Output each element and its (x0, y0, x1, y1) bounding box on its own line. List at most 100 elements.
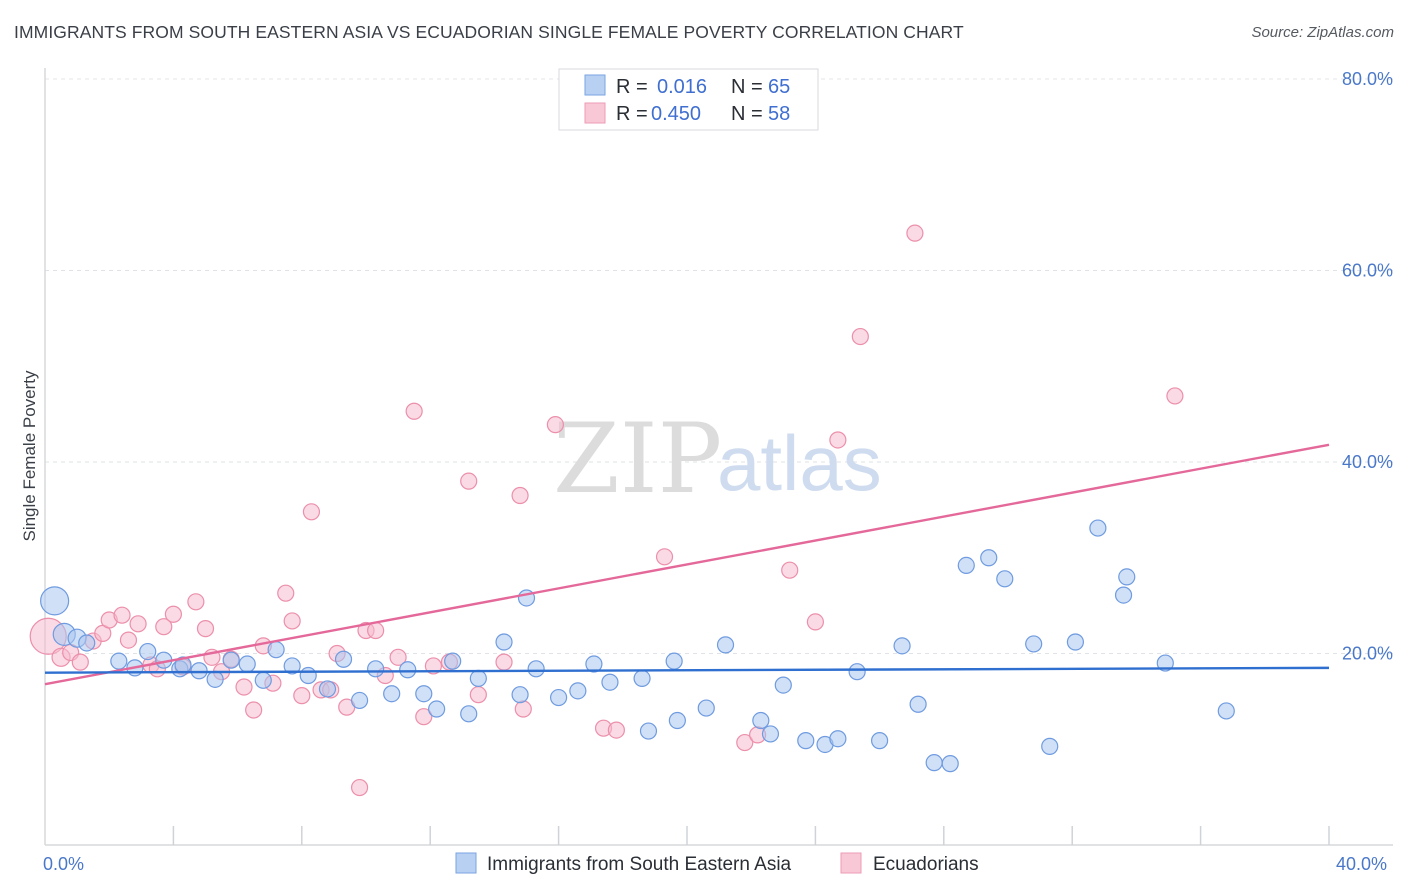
se-asia-point-29 (495, 633, 513, 651)
se-asia-point-62 (1114, 586, 1133, 604)
watermark-atlas: atlas (717, 419, 882, 507)
axes (44, 68, 1393, 846)
watermark: ZIP atlas (553, 403, 882, 515)
se-asia-point-13 (238, 655, 256, 673)
se-asia-point-11 (206, 670, 224, 688)
se-asia-point-57 (996, 570, 1014, 588)
se-asia-point-25 (428, 700, 446, 718)
legend-r-label-blue: R = (616, 76, 648, 98)
se-asia-point-60 (1066, 633, 1085, 651)
ecuadorian-point-12 (155, 618, 173, 636)
ecuadorian-point-53 (829, 431, 847, 449)
y-tick-labels: 20.0% 40.0% 60.0% 80.0% (1342, 69, 1393, 664)
legend-r-label-pink: R = (616, 103, 648, 125)
se-asia-point-65 (1217, 702, 1235, 720)
se-asia-point-36 (601, 673, 619, 691)
se-asia-point-24 (415, 685, 433, 703)
se-asia-point-58 (1025, 635, 1043, 653)
ecuadorian-point-55 (906, 224, 924, 242)
se-asia-point-52 (909, 695, 927, 713)
series-legend: Immigrants from South Eastern Asia Ecuad… (455, 852, 979, 875)
se-asia-point-45 (774, 676, 792, 694)
ecuadorians-trend-line (44, 443, 1330, 686)
se-asia-point-4 (110, 652, 128, 670)
ecuadorian-point-13 (164, 605, 182, 623)
se-asia-trend-line (44, 666, 1330, 674)
x-tick-label-min: 0.0% (43, 854, 84, 874)
se-asia-point-63 (1118, 568, 1136, 586)
se-asia-point-42 (716, 636, 735, 654)
se-asia-point-43 (752, 711, 770, 730)
ecuadorian-point-56 (1166, 387, 1184, 405)
y-axis-label: Single Female Poverty (20, 370, 39, 542)
se-asia-point-46 (797, 732, 815, 750)
se-asia-point-22 (383, 685, 401, 703)
se-asia-point-53 (925, 754, 943, 772)
ecuadorian-point-45 (546, 416, 564, 434)
chart-source: Source: ZipAtlas.com (1251, 24, 1394, 41)
se-asia-point-33 (549, 688, 568, 707)
series-legend-label-blue: Immigrants from South Eastern Asia (487, 854, 792, 875)
se-asia-point-21 (367, 660, 385, 678)
legend-r-value-pink: 0.450 (651, 103, 701, 125)
ecuadorian-point-47 (607, 721, 625, 739)
y-tick-label-40: 40.0% (1342, 452, 1393, 472)
ecuadorian-point-24 (277, 584, 295, 602)
se-asia-point-3 (78, 634, 96, 652)
se-asia-point-17 (299, 666, 317, 685)
ecuadorian-point-31 (350, 778, 369, 797)
correlation-legend: R = 0.016 N = 65 R = 0.450 N = 58 (558, 68, 819, 131)
se-asia-points (40, 519, 1235, 773)
se-asia-point-15 (267, 641, 285, 659)
se-asia-point-19 (334, 650, 353, 668)
series-legend-label-pink: Ecuadorians (873, 854, 979, 875)
chart-title: IMMIGRANTS FROM SOUTH EASTERN ASIA VS EC… (14, 22, 964, 42)
se-asia-point-61 (1089, 519, 1107, 537)
se-asia-point-40 (668, 711, 686, 730)
ecuadorian-point-35 (389, 648, 407, 666)
se-asia-point-10 (190, 662, 208, 680)
legend-swatch-blue (584, 74, 606, 96)
ecuadorian-point-49 (736, 733, 754, 752)
se-asia-point-54 (941, 755, 959, 773)
se-asia-point-59 (1041, 737, 1059, 755)
se-asia-point-16 (283, 657, 301, 675)
ecuadorian-point-7 (113, 606, 131, 624)
se-asia-point-18 (318, 680, 337, 698)
se-asia-point-50 (870, 732, 889, 750)
se-asia-point-41 (697, 699, 715, 717)
legend-r-value-blue: 0.016 (657, 76, 707, 98)
ecuadorian-point-52 (806, 613, 825, 631)
ecuadorian-point-15 (187, 593, 205, 611)
ecuadorian-point-40 (460, 472, 478, 490)
y-tick-label-80: 80.0% (1342, 69, 1393, 89)
se-asia-point-55 (957, 556, 975, 575)
ecuadorian-point-38 (424, 657, 443, 675)
se-asia-point-34 (569, 682, 587, 700)
se-asia-point-0 (40, 586, 70, 616)
ecuadorian-point-48 (655, 548, 674, 566)
ecuadorian-point-9 (129, 615, 147, 633)
ecuadorian-point-51 (781, 561, 799, 579)
se-asia-point-20 (350, 691, 369, 710)
x-tick-label-max: 40.0% (1336, 854, 1387, 874)
ecuadorian-point-27 (302, 503, 321, 521)
legend-n-label-blue: N = (731, 76, 763, 98)
se-asia-point-23 (399, 661, 417, 679)
se-asia-point-12 (222, 651, 240, 669)
ecuadorian-point-43 (511, 486, 529, 505)
legend-n-value-blue: 65 (768, 76, 790, 98)
y-tick-label-60: 60.0% (1342, 261, 1393, 281)
se-asia-point-44 (761, 725, 780, 743)
se-asia-point-48 (829, 730, 847, 748)
ecuadorian-point-33 (367, 621, 385, 640)
se-asia-point-26 (444, 652, 462, 670)
ecuadorian-point-37 (415, 708, 433, 726)
se-asia-point-56 (980, 549, 998, 567)
se-asia-point-51 (893, 637, 911, 655)
se-asia-point-14 (254, 671, 272, 689)
ecuadorian-point-41 (469, 686, 487, 704)
x-ticks (172, 826, 1330, 845)
legend-n-value-pink: 58 (768, 103, 790, 125)
